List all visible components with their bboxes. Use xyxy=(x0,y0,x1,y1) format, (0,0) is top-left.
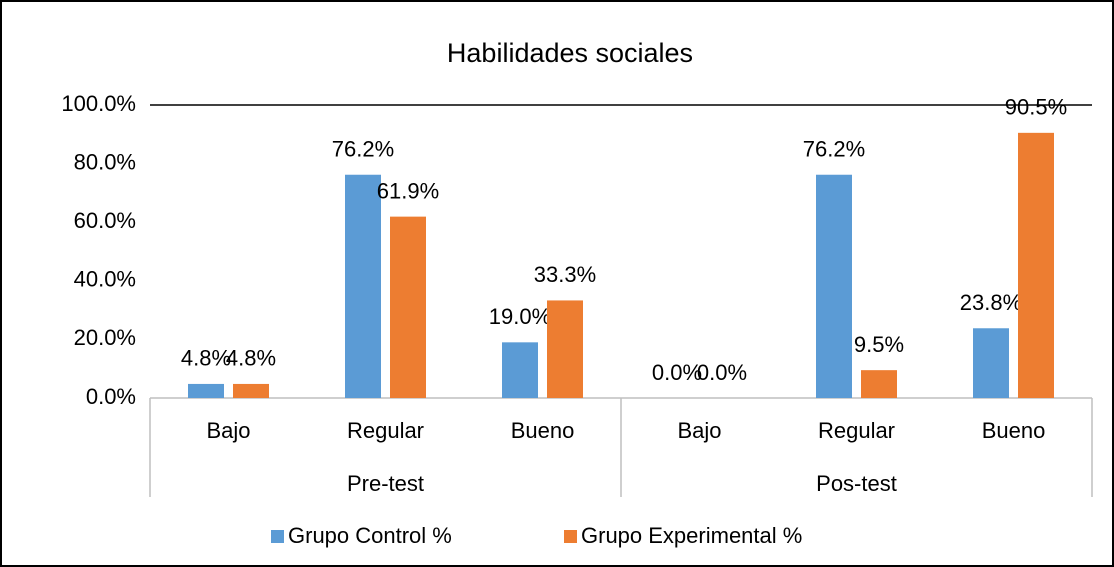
data-label: 76.2% xyxy=(332,137,394,162)
data-label: 4.8% xyxy=(181,346,231,371)
legend-swatch xyxy=(564,530,577,543)
x-tick-label: Bueno xyxy=(511,418,575,443)
bar xyxy=(502,342,538,398)
x-tick-label: Regular xyxy=(818,418,895,443)
data-label: 33.3% xyxy=(534,262,596,287)
group-label: Pos-test xyxy=(816,471,897,496)
y-tick-label: 80.0% xyxy=(74,149,136,174)
bar xyxy=(861,370,897,398)
y-tick-label: 60.0% xyxy=(74,208,136,233)
data-label: 4.8% xyxy=(226,346,276,371)
y-tick-label: 0.0% xyxy=(86,384,136,409)
legend-swatch xyxy=(271,530,284,543)
legend-label: Grupo Control % xyxy=(288,523,452,548)
data-label: 0.0% xyxy=(652,360,702,385)
x-tick-label: Bajo xyxy=(677,418,721,443)
bar xyxy=(345,174,381,398)
data-label: 76.2% xyxy=(803,137,865,162)
bar xyxy=(1018,132,1054,398)
data-label: 0.0% xyxy=(697,360,747,385)
bar xyxy=(188,383,224,398)
bar xyxy=(816,174,852,398)
data-label: 61.9% xyxy=(377,178,439,203)
x-tick-label: Bueno xyxy=(982,418,1046,443)
bar xyxy=(973,328,1009,398)
y-tick-label: 100.0% xyxy=(61,91,136,116)
y-tick-label: 20.0% xyxy=(74,325,136,350)
chart-title: Habilidades sociales xyxy=(447,38,693,68)
data-label: 9.5% xyxy=(854,332,904,357)
y-tick-label: 40.0% xyxy=(74,267,136,292)
group-label: Pre-test xyxy=(347,471,424,496)
x-tick-label: Regular xyxy=(347,418,424,443)
legend-label: Grupo Experimental % xyxy=(581,523,802,548)
bar xyxy=(390,216,426,398)
data-label: 90.5% xyxy=(1005,95,1067,120)
data-label: 19.0% xyxy=(489,304,551,329)
bar xyxy=(233,383,269,398)
data-label: 23.8% xyxy=(960,290,1022,315)
x-tick-label: Bajo xyxy=(206,418,250,443)
bar xyxy=(547,300,583,398)
